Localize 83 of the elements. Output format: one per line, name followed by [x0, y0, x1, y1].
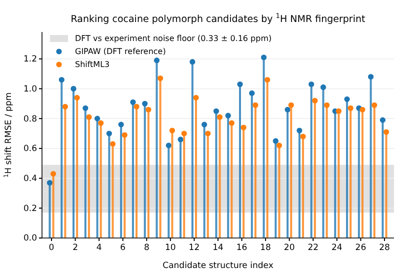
y-tick-label: 0.8 [23, 114, 37, 124]
point [320, 84, 326, 90]
point [46, 180, 53, 186]
point [158, 75, 164, 82]
point [62, 104, 68, 110]
point [146, 106, 152, 112]
y-tick-label: 0.6 [23, 144, 37, 154]
point [181, 130, 187, 136]
point [122, 132, 128, 138]
y-tick-label: 1.2 [23, 54, 37, 65]
point [134, 104, 140, 110]
legend-label: DFT vs experiment noise floor (0.33 ± 0.16 ppm) [75, 34, 272, 43]
x-tick-label: 24 [332, 243, 342, 253]
point [58, 76, 64, 83]
point [228, 120, 234, 126]
point [70, 86, 76, 92]
x-tick-label: 10 [165, 243, 176, 253]
x-tick-label: 26 [355, 243, 366, 253]
point [94, 116, 100, 122]
point [190, 59, 196, 65]
point [312, 98, 318, 104]
y-tick-label: 1.0 [23, 84, 37, 94]
x-tick-label: 2 [72, 243, 78, 253]
point [154, 58, 160, 64]
x-axis-title: Candidate structure index [162, 261, 274, 271]
x-tick-label: 20 [284, 243, 295, 253]
point [193, 94, 199, 100]
point [169, 128, 176, 134]
point [344, 96, 350, 102]
point [110, 141, 116, 147]
point [205, 130, 211, 136]
point [240, 124, 246, 130]
y-tick-label: 0.4 [23, 174, 37, 184]
x-tick-label: 22 [308, 243, 319, 253]
point [288, 102, 294, 108]
point [106, 130, 112, 136]
point [225, 112, 231, 118]
y-tick-label: 0.0 [23, 234, 37, 244]
point [82, 105, 88, 111]
x-tick-label: 6 [120, 243, 126, 253]
point [178, 136, 184, 142]
point [380, 117, 386, 123]
point [216, 114, 223, 120]
x-tick-label: 0 [48, 243, 54, 253]
point [50, 171, 56, 177]
point [142, 100, 148, 106]
point [324, 102, 330, 108]
point [308, 81, 314, 88]
x-tick-label: 12 [188, 243, 200, 253]
point [74, 94, 80, 100]
point [202, 122, 208, 128]
point [260, 54, 267, 60]
point [300, 134, 306, 140]
point [213, 108, 220, 114]
point [252, 102, 258, 108]
x-tick-label: 8 [144, 243, 150, 253]
legend-label: GIPAW (DFT reference) [75, 46, 166, 56]
point [130, 99, 136, 105]
point [118, 122, 124, 128]
point [86, 114, 92, 120]
point [166, 142, 172, 148]
point [98, 120, 104, 126]
x-tick-label: 18 [260, 243, 271, 253]
point [296, 128, 302, 134]
point [276, 142, 282, 148]
x-tick-label: 4 [96, 243, 102, 253]
point [372, 102, 378, 108]
chart-title: Ranking cocaine polymorph candidates by $^{1}$H NMR fingerprint [70, 12, 366, 25]
point [237, 81, 243, 88]
y-tick-label: 0.2 [23, 204, 37, 214]
point [272, 138, 278, 144]
point [336, 108, 342, 114]
point [348, 105, 354, 111]
point [368, 74, 374, 80]
point [360, 106, 366, 112]
point [284, 106, 290, 112]
legend-label: ShiftML3 [75, 60, 110, 69]
point [383, 129, 390, 135]
point [249, 90, 255, 96]
x-tick-label: 14 [212, 243, 224, 253]
x-tick-label: 16 [236, 243, 248, 253]
point [264, 76, 270, 83]
x-tick-label: 28 [379, 243, 390, 253]
